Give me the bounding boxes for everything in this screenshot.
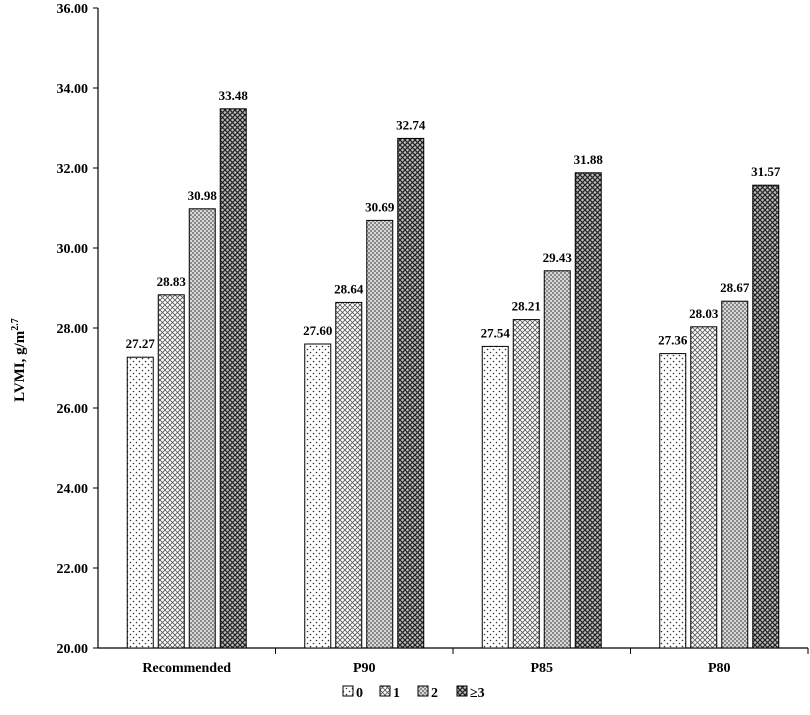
y-tick-label: 32.00	[57, 162, 89, 177]
legend-swatch	[379, 685, 391, 697]
bar-2-p85	[543, 270, 571, 649]
y-tick-label: 26.00	[57, 402, 89, 417]
data-label: 30.69	[365, 199, 395, 214]
data-label: 28.21	[512, 299, 541, 314]
data-label: 33.48	[219, 88, 249, 103]
bar-0-recommended	[126, 356, 154, 649]
data-label: 28.03	[689, 306, 719, 321]
data-label: 31.88	[574, 152, 604, 167]
data-label: 27.27	[126, 336, 156, 351]
bar-2-p90	[366, 219, 394, 649]
x-category-label: P85	[530, 661, 553, 676]
legend-swatch	[417, 685, 429, 697]
data-label: 28.67	[720, 280, 750, 295]
y-tick-label: 36.00	[57, 2, 89, 17]
x-category-label: P80	[708, 661, 731, 676]
bar-0-p85	[481, 345, 509, 649]
legend-label: 0	[356, 686, 363, 701]
data-label: 28.64	[334, 281, 364, 296]
bar-0-p90	[304, 343, 332, 649]
y-tick-label: 24.00	[57, 482, 89, 497]
data-label: 27.54	[481, 325, 511, 340]
bar-1-p85	[512, 319, 540, 649]
legend-label: 1	[393, 686, 400, 701]
data-label: 30.98	[188, 188, 218, 203]
y-tick-label: 30.00	[57, 242, 89, 257]
legend: 0 1 2 ≥3	[342, 685, 485, 701]
plot-area: 20.00 22.00 24.00 26.00 28.00 30.00 32.00 34.00…	[57, 2, 809, 676]
x-category-label: P90	[353, 661, 376, 676]
data-label: 29.43	[543, 250, 573, 265]
y-tick-label: 34.00	[57, 82, 89, 97]
data-label: 27.36	[658, 333, 688, 348]
bar-ge3-p80	[752, 184, 780, 649]
bar-ge3-p90	[397, 137, 425, 649]
bar-1-p90	[335, 301, 363, 649]
bar-0-p80	[659, 353, 687, 649]
y-axis-label: LVMI, g/m2.7	[10, 318, 28, 402]
bar-2-p80	[721, 300, 749, 649]
legend-swatch	[456, 685, 468, 697]
data-label: 31.57	[751, 164, 781, 179]
bar-2-recommended	[188, 208, 216, 649]
y-tick-label: 22.00	[57, 562, 89, 577]
bar-ge3-recommended	[219, 108, 247, 649]
y-tick-label: 28.00	[57, 322, 89, 337]
legend-label: 2	[431, 686, 438, 701]
x-category-label: Recommended	[142, 661, 231, 676]
data-label: 32.74	[396, 117, 426, 132]
data-label: 28.83	[157, 274, 187, 289]
data-label: 27.60	[303, 323, 332, 338]
bar-ge3-p85	[574, 172, 602, 649]
y-tick-label: 20.00	[57, 642, 89, 657]
bar-1-recommended	[157, 294, 185, 649]
legend-label: ≥3	[470, 686, 485, 701]
legend-swatch	[342, 685, 354, 697]
bar-1-p80	[690, 326, 718, 649]
